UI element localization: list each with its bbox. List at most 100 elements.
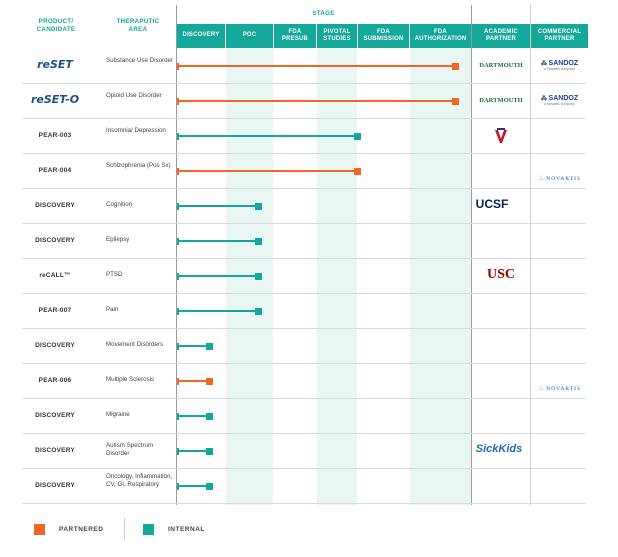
row-divider (22, 153, 586, 154)
candidate-name: DISCOVERY (35, 446, 75, 454)
row-divider (22, 433, 586, 434)
progress-start-tick (177, 307, 179, 315)
sandoz-text: SANDOZ (548, 94, 579, 102)
legend-divider (124, 518, 125, 540)
row-divider (22, 223, 586, 224)
progress-bar (178, 275, 255, 277)
progress-start-tick (177, 342, 179, 350)
progress-end-marker (206, 377, 213, 385)
progress-bar (178, 450, 206, 452)
candidate-name: PEAR-007 (38, 306, 72, 314)
progress-end-marker (255, 307, 262, 315)
poc-column-shade (226, 48, 273, 505)
progress-start-tick (177, 377, 179, 385)
therapeutic-area: Substance Use Disorder (106, 56, 174, 64)
stage-discovery-header: DISCOVERY (177, 24, 225, 48)
sandoz-mark-icon: ⁂ (540, 95, 549, 102)
stage-poc-label: POC (242, 32, 257, 39)
candidate-logo: reSET (37, 57, 73, 71)
stage-poc-header: POC (226, 24, 273, 48)
sandoz-sub: a Novartis company (544, 101, 575, 106)
sandoz-sub: a Novartis company (544, 66, 575, 71)
virginia-logo (472, 127, 530, 149)
academic-partner-label: ACADEMIC PARTNER (484, 28, 518, 43)
sandoz-logo: ⁂ SANDOZ a Novartis company (531, 95, 588, 106)
row-divider (22, 363, 586, 364)
candidate-name: reCALL™ (39, 271, 71, 279)
therapeutic-area: Movement Disorders (106, 341, 164, 349)
candidate-name: PEAR-003 (38, 131, 72, 139)
progress-end-marker (206, 412, 213, 420)
candidate-name: DISCOVERY (35, 411, 75, 419)
internal-swatch (143, 524, 154, 535)
stage-pivotal-studies-header: PIVOTAL STUDIES (317, 24, 357, 48)
progress-end-marker (206, 482, 213, 490)
progress-end-marker (354, 167, 361, 175)
stage-header: STAGE (176, 5, 471, 23)
novartis-logo: ♨ NOVARTIS (531, 167, 588, 185)
stage-fda-submission-header: FDA SUBMISSION (358, 24, 409, 48)
progress-bar (178, 205, 255, 207)
progress-bar (178, 135, 354, 137)
progress-bar (178, 65, 452, 67)
sandoz-mark-icon: ⁂ (540, 60, 549, 67)
dartmouth-logo: DARTMOUTH (479, 61, 523, 69)
therapeutic-area: Insomnia/ Depression (106, 126, 166, 134)
candidate-name: PEAR-006 (38, 376, 72, 384)
novartis-flame-icon: ♨ (537, 174, 547, 182)
sandoz-logo: ⁂ SANDOZ a Novartis company (531, 60, 588, 71)
candidate-name: DISCOVERY (35, 201, 75, 209)
therapeutic-area-header: THERAPUTIC AREA (116, 18, 160, 33)
stage-fda-authorization-header: FDA AUTHORIZATION (410, 24, 471, 48)
progress-end-marker (354, 132, 361, 140)
therapeutic-area: Autism Spectrum Disorder (106, 441, 154, 458)
stage-label: STAGE (312, 10, 335, 17)
progress-end-marker (452, 97, 459, 105)
progress-end-marker (452, 62, 459, 70)
candidate-name: PEAR-004 (38, 166, 72, 174)
sandoz-text: SANDOZ (548, 59, 579, 67)
therapeutic-area: Oncology, Inflammation, CV, GI, Respirat… (106, 472, 173, 489)
therapeutic-area: Epilepsy (106, 236, 130, 244)
product-candidate-header: PRODUCT/ CANDIDATE (36, 18, 76, 33)
commercial-partner-header: COMMERCIAL PARTNER (531, 24, 588, 48)
progress-end-marker (255, 202, 262, 210)
therapeutic-area: Multiple Sclerosis (106, 376, 155, 384)
candidate-name: DISCOVERY (35, 481, 75, 489)
row-divider (22, 258, 586, 259)
therapeutic-area: Pain (106, 306, 119, 314)
partnered-swatch (34, 524, 45, 535)
therapeutic-area: Cognition (106, 201, 133, 209)
progress-start-tick (177, 412, 179, 420)
therapeutic-area: PTSD (106, 271, 123, 279)
row-divider (22, 328, 586, 329)
progress-start-tick (177, 447, 179, 455)
progress-end-marker (206, 342, 213, 350)
partnered-label: PARTNERED (59, 526, 104, 533)
progress-bar (178, 415, 206, 417)
stage-fda-submission-label: FDA SUBMISSION (363, 28, 404, 43)
progress-end-marker (206, 447, 213, 455)
usc-logo: USC (486, 266, 515, 282)
candidate-name: DISCOVERY (35, 236, 75, 244)
fda-authorization-column-shade (410, 48, 471, 505)
internal-label: INTERNAL (168, 526, 205, 533)
row-divider (22, 188, 586, 189)
novartis-logo: ♨ NOVARTIS (531, 377, 588, 395)
progress-bar (178, 100, 452, 102)
progress-end-marker (255, 272, 262, 280)
progress-start-tick (177, 482, 179, 490)
progress-bar (178, 170, 354, 172)
progress-start-tick (177, 132, 179, 140)
therapeutic-area: Schizophrenia (Pos Sx) (106, 161, 171, 169)
legend-internal: INTERNAL (143, 524, 205, 535)
stage-pivotal-studies-label: PIVOTAL STUDIES (323, 28, 351, 43)
progress-start-tick (177, 272, 179, 280)
therapeutic-area: Opioid Use Disorder (106, 91, 162, 99)
progress-bar (178, 485, 206, 487)
academic-partner-header: ACADEMIC PARTNER (472, 24, 530, 48)
progress-start-tick (177, 202, 179, 210)
pivotal-column-shade (317, 48, 357, 505)
progress-start-tick (177, 237, 179, 245)
candidate-logo: reSET-O (30, 92, 80, 106)
